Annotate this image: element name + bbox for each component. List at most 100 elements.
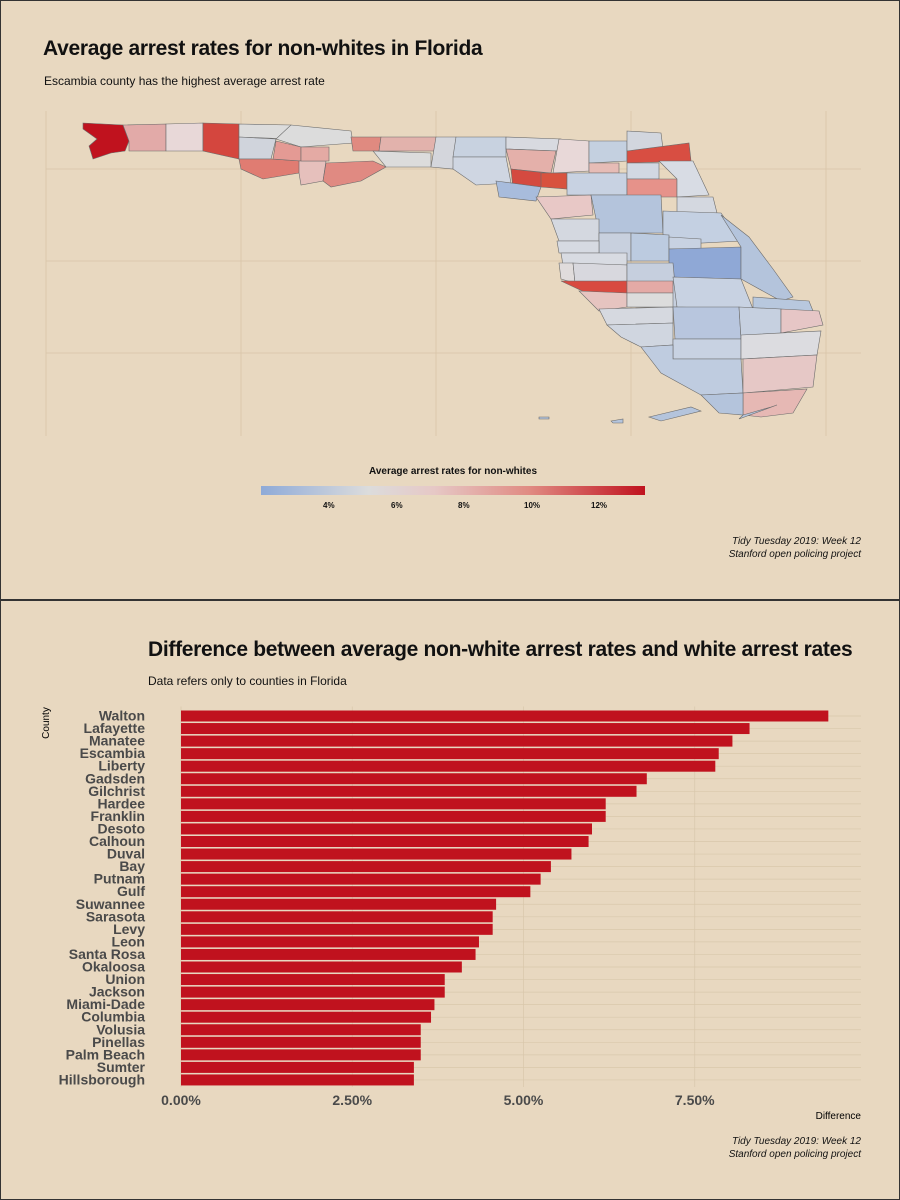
y-tick-label: Gadsden [85,770,145,786]
bar-y-labels: WaltonLafayetteManateeEscambiaLibertyGad… [59,708,146,1088]
county-sarasota [578,290,628,312]
y-tick-label: Franklin [91,808,145,824]
county-levy [535,194,594,220]
county-washington [238,136,277,160]
legend-tick-4: 4% [323,501,335,510]
county-union [588,162,620,174]
county-wakulla [372,150,432,168]
bar-escambia [181,748,719,760]
y-tick-label: Jackson [89,984,145,1000]
bar-hillsborough [181,1074,414,1086]
y-axis-title: County [41,707,52,739]
county-gulf [298,160,327,186]
map-caption: Tidy Tuesday 2019: Week 12 Stanford open… [729,535,861,561]
bar-subtitle: Data refers only to counties in Florida [148,674,347,688]
map-legend-title: Average arrest rates for non-whites [368,466,538,477]
x-tick-label: 0.00% [161,1092,201,1108]
y-tick-label: Gilchrist [88,783,145,799]
county-taylor [452,156,512,186]
county-okaloosa [165,122,204,152]
bar-santa-rosa [181,948,476,960]
county-santa-rosa [122,123,167,152]
bar-union [181,974,445,986]
county-baker [588,140,628,164]
county-clay [626,162,660,180]
county-charlotte [598,306,674,326]
county-alachua [566,172,628,196]
map-caption-line1: Tidy Tuesday 2019: Week 12 [731,536,861,547]
county-highlands [672,306,742,340]
bar-leon [181,936,479,948]
county-st-johns [658,160,710,198]
y-tick-label: Columbia [81,1009,145,1025]
bar-miami-dade [181,999,435,1011]
county-madison [452,136,507,158]
county-marion [590,194,664,234]
y-tick-label: Pinellas [92,1034,145,1050]
county-gadsden [350,136,382,152]
county-dixie [495,180,542,202]
county-columbia [552,138,590,174]
bar-gilchrist [181,785,637,797]
y-tick-label: Bay [119,858,145,874]
county-hardee [626,280,674,294]
county-citrus [550,218,600,242]
bar-sumter [181,1061,414,1073]
county-lake [630,232,670,262]
y-tick-label: Miami-Dade [66,996,145,1012]
bar-desoto [181,823,592,835]
bar-franklin [181,810,606,822]
florida-county-map [45,111,861,436]
y-tick-label: Calhoun [89,833,145,849]
county-franklin [322,160,387,188]
bar-liberty [181,760,716,772]
county-liberty [300,146,330,162]
bar-okaloosa [181,961,462,973]
bar-columbia [181,1011,432,1023]
y-tick-label: Hillsborough [59,1071,145,1087]
bar-bay [181,861,551,873]
bar-marks [181,710,829,1086]
county-escambia [82,122,130,160]
y-tick-label: Leon [112,933,145,949]
county-pinellas [558,262,576,284]
bar-x-labels: 0.00% 2.50% 5.00% 7.50% [161,1092,715,1108]
county-hernando [556,240,600,254]
map-legend-ticks: 4% 6% 8% 10% 12% [261,501,645,515]
panhandle-counties [82,122,710,220]
county-brevard [720,214,794,302]
county-bay [238,158,302,180]
y-tick-label: Gulf [117,883,145,899]
y-tick-label: Okaloosa [82,959,145,975]
county-desoto [626,292,674,308]
y-tick-label: Walton [99,708,145,724]
y-tick-label: Santa Rosa [69,946,145,962]
county-palm-beach [742,354,818,394]
bar-hardee [181,798,606,810]
y-tick-label: Manatee [89,733,145,749]
bar-gulf [181,886,531,898]
y-tick-label: Levy [113,921,145,937]
bar-gadsden [181,773,647,785]
bar-lafayette [181,723,750,735]
y-tick-label: Suwannee [76,896,145,912]
county-putnam [626,178,678,198]
y-tick-label: Escambia [80,745,146,761]
bar-chart: WaltonLafayetteManateeEscambiaLibertyGad… [41,706,861,1122]
bar-calhoun [181,836,589,847]
county-st-lucie [780,308,824,334]
county-seminole [668,236,702,250]
county-glades [672,338,742,360]
bar-suwannee [181,898,497,910]
bar-palm-beach [181,1049,421,1061]
legend-tick-12: 12% [591,501,608,510]
bar-panel: Difference between average non-white arr… [0,600,900,1200]
county-hamilton [505,136,562,152]
y-tick-label: Union [105,971,145,987]
legend-tick-8: 8% [458,501,470,510]
county-walton [202,122,240,160]
x-tick-label: 7.50% [675,1092,715,1108]
y-tick-label: Liberty [98,758,145,774]
county-orange [668,246,742,280]
bar-title: Difference between average non-white arr… [148,638,853,661]
